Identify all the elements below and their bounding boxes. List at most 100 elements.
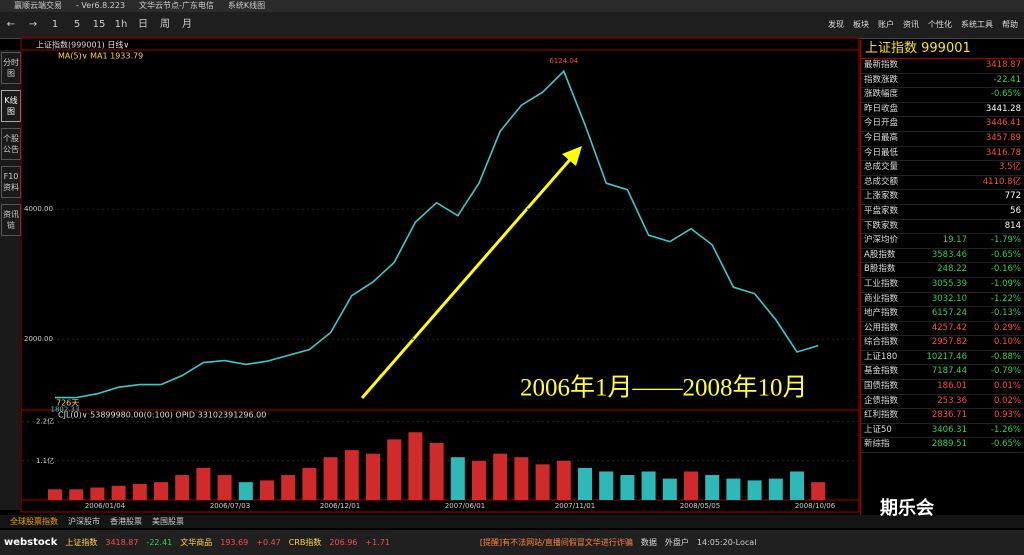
index-label: 国债指数 [864,381,899,392]
volume-bar [366,453,380,500]
index-row[interactable]: 商业指数 3032.10 -1.22% [861,293,1024,308]
quote-value: -22.41 [993,74,1021,85]
title-text: - Ver6.8.223 [76,1,126,10]
period-button[interactable]: 周 [160,19,170,30]
nav-button[interactable]: → [28,19,38,30]
volume-bar [69,489,84,500]
volume-bar [238,482,253,500]
clock: 14:05:20-Local [696,538,757,547]
period-button[interactable]: 1h [114,19,128,30]
volume-bar [429,442,444,500]
index-value: 3583.46 [931,249,967,260]
title-bar: 赢顺云端交易 - Ver6.8.223 文华云节点-广东电信 系统K线图 [0,0,1024,12]
quote-value: 56 [1010,205,1021,216]
quote-value: 3416.78 [985,147,1021,158]
quote-row: 指数涨跌 -22.41 [861,74,1024,89]
x-tick-label: 2006/07/03 [210,502,250,510]
period-button[interactable]: 1 [51,19,59,30]
volume-bar [450,457,465,500]
period-button[interactable]: 5 [73,19,81,30]
quote-label: 总成交额 [864,176,899,187]
period-button[interactable]: 日 [138,19,148,30]
index-change: -0.88% [990,351,1021,362]
index-label: 商业指数 [864,293,899,304]
index-row[interactable]: 上证50 3406.31 -1.26% [861,424,1024,439]
index-row[interactable]: 新综指 2889.51 -0.65% [861,438,1024,454]
status-button[interactable]: 外盘户 [664,538,689,547]
volume-tick-label: 1.1亿 [36,456,54,465]
index-value: 19.17 [942,235,967,246]
index-row[interactable]: 沪深均价 19.17 -1.79% [861,234,1024,249]
quote-value: -0.65% [990,89,1021,100]
quote-label: 今日开盘 [864,118,899,129]
index-value: 2957.82 [931,337,967,348]
index-change: -0.16% [990,264,1021,275]
quote-label: 下跌家数 [864,220,899,231]
quote-label: 平盘家数 [864,205,899,216]
index-row[interactable]: A股指数 3583.46 -0.65% [861,249,1024,264]
period-button[interactable]: 月 [182,19,192,30]
volume-bar [323,457,338,500]
nav-button[interactable]: ← [6,19,16,30]
quote-value: 3446.41 [985,118,1021,129]
menu-item[interactable]: 个性化 [928,20,952,29]
volume-bar [811,482,826,500]
quote-label: 上涨家数 [864,191,899,202]
quote-value: 3.5亿 [998,162,1021,173]
ticker: +0.47 [256,538,281,547]
menu-item[interactable]: 系统工具 [961,20,993,29]
bottom-tab[interactable]: 香港股票 [110,517,142,526]
x-tick-label: 2007/06/01 [445,502,485,510]
quote-row: 昨日收盘 3441.28 [861,103,1024,118]
quote-row: 最新指数 3418.87 [861,59,1024,74]
index-row[interactable]: 红利指数 2836.71 0.93% [861,409,1024,424]
index-row[interactable]: 地产指数 6157.24 -0.13% [861,307,1024,322]
volume-bar [514,457,529,500]
volume-bar [302,467,317,500]
index-row[interactable]: B股指数 248.22 -0.16% [861,263,1024,278]
index-value: 3406.31 [931,424,967,435]
volume-bar [768,478,783,500]
bottom-tab[interactable]: 沪深股市 [68,517,100,526]
index-label: 上证50 [864,424,892,435]
volume-bar [260,480,274,500]
index-change: 0.01% [993,381,1021,392]
status-bar: webstock 上证指数 3418.87 -22.41 文华商品 193.69 +0.47… [0,530,1024,555]
ticker: 193.69 [220,538,249,547]
index-change: -0.65% [990,439,1021,450]
notice[interactable]: [提醒]有不法网站/直播间假冒文华进行诈骗 [479,538,633,547]
menu-item[interactable]: 板块 [853,20,869,29]
volume-bar [196,467,211,500]
quote-panel: 上证指数 999001 最新指数 3418.87 指数涨跌 -22.41 涨跌幅度 -0.6… [860,40,1024,515]
menu-item[interactable]: 资讯 [903,20,919,29]
menu-item[interactable]: 帮助 [1002,20,1018,29]
menu-item[interactable]: 账户 [878,20,894,29]
index-row[interactable]: 企债指数 253.36 0.02% [861,395,1024,410]
menu-item[interactable]: 发现 [828,20,844,29]
index-row[interactable]: 工业指数 3055.39 -1.09% [861,278,1024,293]
title-text: 赢顺云端交易 [14,1,62,10]
bottom-tab[interactable]: 美国股票 [152,517,184,526]
index-row[interactable]: 综合指数 2957.82 0.10% [861,336,1024,351]
index-row[interactable]: 国债指数 186.01 0.01% [861,380,1024,395]
volume-bar [154,482,168,500]
status-button[interactable]: 数据 [640,538,657,547]
period-button[interactable]: 15 [92,19,106,30]
peak-label: 6124.04 [549,57,578,65]
volume-bar [408,432,423,500]
volume-bar [472,460,486,500]
bottom-tab[interactable]: 全球股票指数 [10,517,58,526]
y-tick-label: 2000.00 [24,335,53,343]
quote-row: 总成交额 4110.8亿 [861,176,1024,191]
ticker: 文华商品 [180,538,213,547]
index-row[interactable]: 基金指数 7187.44 -0.79% [861,365,1024,381]
index-value: 3055.39 [931,278,967,289]
volume-bar [726,478,741,500]
index-change: -1.22% [990,293,1021,304]
volume-bar [175,475,190,500]
chart: 上证指数(999001) 日线∨ MA(5)∨ MA1 1933.79 726天… [20,37,860,513]
quote-value: 3418.87 [985,60,1021,70]
index-row[interactable]: 上证180 10217.46 -0.88% [861,351,1024,366]
index-row[interactable]: 公用指数 4257.42 0.29% [861,322,1024,337]
